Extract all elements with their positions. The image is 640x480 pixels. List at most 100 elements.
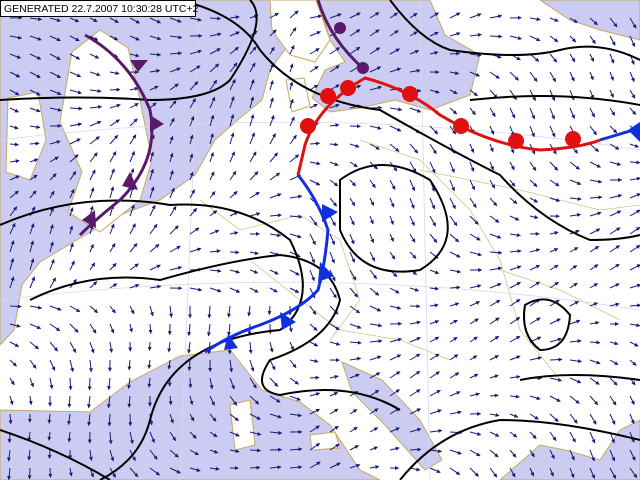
wind-arrow [309,141,320,146]
wind-arrow [229,96,235,109]
wind-arrow [9,89,20,96]
wind-arrow [409,215,415,227]
wind-arrow [329,251,335,264]
wind-arrow [29,53,42,60]
wind-arrow [329,392,339,397]
wind-arrow [87,395,91,409]
wind-arrow [329,103,340,109]
wind-arrow [69,260,75,271]
wind-arrow [429,320,440,325]
wind-arrow [88,449,93,461]
wind-arrow [9,206,18,217]
wind-arrow [589,195,603,200]
wind-arrow [469,179,476,191]
wind-arrow [609,71,614,81]
wind-arrow [409,389,421,397]
wind-arrow [529,264,541,271]
wind-arrow [47,431,52,441]
wind-arrow [209,395,215,406]
wind-arrow [169,431,177,442]
wind-arrow [429,215,437,227]
wind-arrow [569,413,578,424]
wind-arrow [49,241,54,253]
wind-arrow [409,49,420,55]
wind-arrow [189,171,194,181]
wind-arrow [629,244,640,253]
wind-arrow [29,71,41,79]
wind-arrow [49,377,54,390]
wind-arrow [29,223,35,235]
wind-arrow [149,204,156,217]
wind-arrow [149,449,158,460]
wind-arrow [9,240,15,253]
wind-arrow [589,107,596,118]
wind-arrow [369,233,375,244]
wind-arrow [49,107,62,112]
wind-arrow [49,224,54,235]
wind-arrow [409,337,421,343]
wind-arrow [349,463,361,469]
wind-arrow [349,197,356,207]
wind-arrow [409,287,420,292]
wind-arrow [509,355,521,361]
wind-arrow [589,413,597,425]
wind-arrow [149,52,162,57]
wind-arrow [169,35,183,40]
wind-arrow [349,305,361,314]
wind-arrow [569,265,578,271]
wind-arrow [109,151,117,163]
wind-arrow [209,152,214,163]
wind-arrow [289,359,297,369]
wind-arrow [129,86,139,91]
wind-arrow [29,35,42,41]
wind-arrow [229,62,238,73]
wind-arrow [269,465,282,470]
wind-arrow [469,336,478,343]
wind-arrow [409,68,421,73]
wind-arrow [209,16,222,21]
wind-arrow [549,179,560,187]
wind-arrow [629,176,640,181]
wind-arrow [629,303,640,308]
wind-arrow [149,467,161,476]
wind-arrow [429,125,439,135]
wind-arrow [189,189,196,199]
wind-arrow [269,287,278,293]
wind-arrow [589,449,595,462]
wind-arrow [229,114,235,127]
wind-arrow [249,287,259,293]
wind-arrow [129,204,135,217]
wind-arrow [89,169,96,181]
wind-arrow [569,300,579,307]
wind-arrow [389,233,394,242]
wind-arrow [429,286,439,291]
wind-arrow [449,354,459,361]
wind-arrow [249,96,255,109]
wind-arrow [489,233,502,239]
wind-arrow [469,318,479,325]
wind-arrow [8,413,13,425]
wind-arrow [369,355,382,361]
wind-arrow [169,205,177,217]
wind-arrow [269,133,276,145]
wind-arrow [369,372,381,379]
wind-arrow [209,48,221,55]
wind-arrow [149,431,155,444]
wind-arrow [189,227,200,235]
wind-arrow [409,370,421,379]
wind-arrow [389,67,402,73]
wind-arrow [609,467,617,479]
wind-arrow [229,151,235,163]
wind-arrow [349,408,358,415]
wind-arrow [329,408,339,415]
wind-arrow [449,391,461,397]
wind-arrow [389,354,402,361]
wind-arrow [68,377,73,391]
wind-arrow [148,323,153,334]
wind-arrow [369,305,382,312]
wind-arrow [189,116,195,127]
wind-arrow [107,377,112,391]
wind-arrow [189,395,194,406]
wind-arrow [509,394,520,399]
wind-arrow [29,190,37,199]
